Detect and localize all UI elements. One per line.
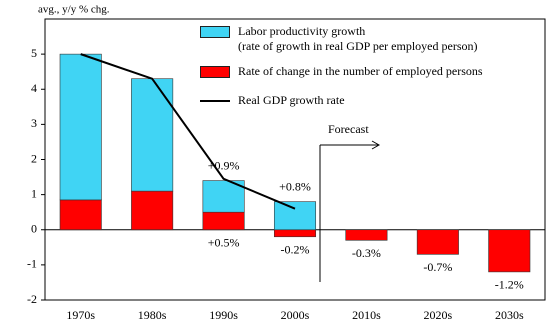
- y-tick-label: 5: [31, 46, 37, 60]
- data-label: +0.9%: [208, 158, 240, 172]
- bar: [273, 201, 317, 231]
- x-tick-label: 1970s: [66, 308, 95, 322]
- legend-swatch: [200, 100, 230, 102]
- bar: [202, 211, 245, 231]
- x-tick-label: 2020s: [424, 308, 453, 322]
- x-tick-label: 2000s: [281, 308, 310, 322]
- annotation: Forecast: [328, 122, 369, 136]
- bar: [488, 229, 531, 273]
- forecast-arrowhead: [371, 140, 381, 150]
- legend-item: Labor productivity growth (rate of growt…: [200, 24, 483, 54]
- data-label: +0.8%: [279, 179, 311, 193]
- bar: [345, 229, 388, 241]
- bar: [59, 53, 102, 201]
- bar: [59, 199, 102, 231]
- y-tick-label: -1: [27, 257, 37, 271]
- legend-label: Real GDP growth rate: [238, 93, 345, 107]
- x-tick-label: 1990s: [209, 308, 238, 322]
- y-tick-label: 1: [31, 186, 37, 200]
- data-label: -1.2%: [495, 278, 524, 292]
- y-tick-label: 2: [31, 151, 37, 165]
- x-tick-label: 2010s: [352, 308, 381, 322]
- line: [80, 53, 296, 210]
- legend-item: Real GDP growth rate: [200, 93, 483, 108]
- legend-swatch: [200, 26, 230, 38]
- y-tick-label: 0: [31, 222, 37, 236]
- y-tick-label: 4: [31, 81, 37, 95]
- x-tick-label: 2030s: [495, 308, 524, 322]
- y-axis-label: avg., y/y % chg.: [38, 4, 110, 16]
- legend: Labor productivity growth (rate of growt…: [200, 24, 483, 114]
- bar: [131, 190, 174, 231]
- legend-swatch: [200, 66, 230, 78]
- data-label: +0.5%: [208, 236, 240, 250]
- x-tick-label: 1980s: [138, 308, 167, 322]
- data-label: -0.3%: [352, 246, 381, 260]
- data-label: -0.7%: [423, 260, 452, 274]
- data-label: -0.2%: [281, 243, 310, 257]
- legend-item: Rate of change in the number of employed…: [200, 64, 483, 79]
- bar: [131, 78, 174, 192]
- bar: [416, 229, 459, 255]
- y-tick-label: -2: [27, 292, 37, 306]
- y-tick-label: 3: [31, 116, 37, 130]
- bar: [202, 180, 245, 213]
- bar: [273, 229, 317, 238]
- legend-label: Rate of change in the number of employed…: [238, 64, 483, 78]
- legend-label: Labor productivity growth (rate of growt…: [238, 24, 478, 53]
